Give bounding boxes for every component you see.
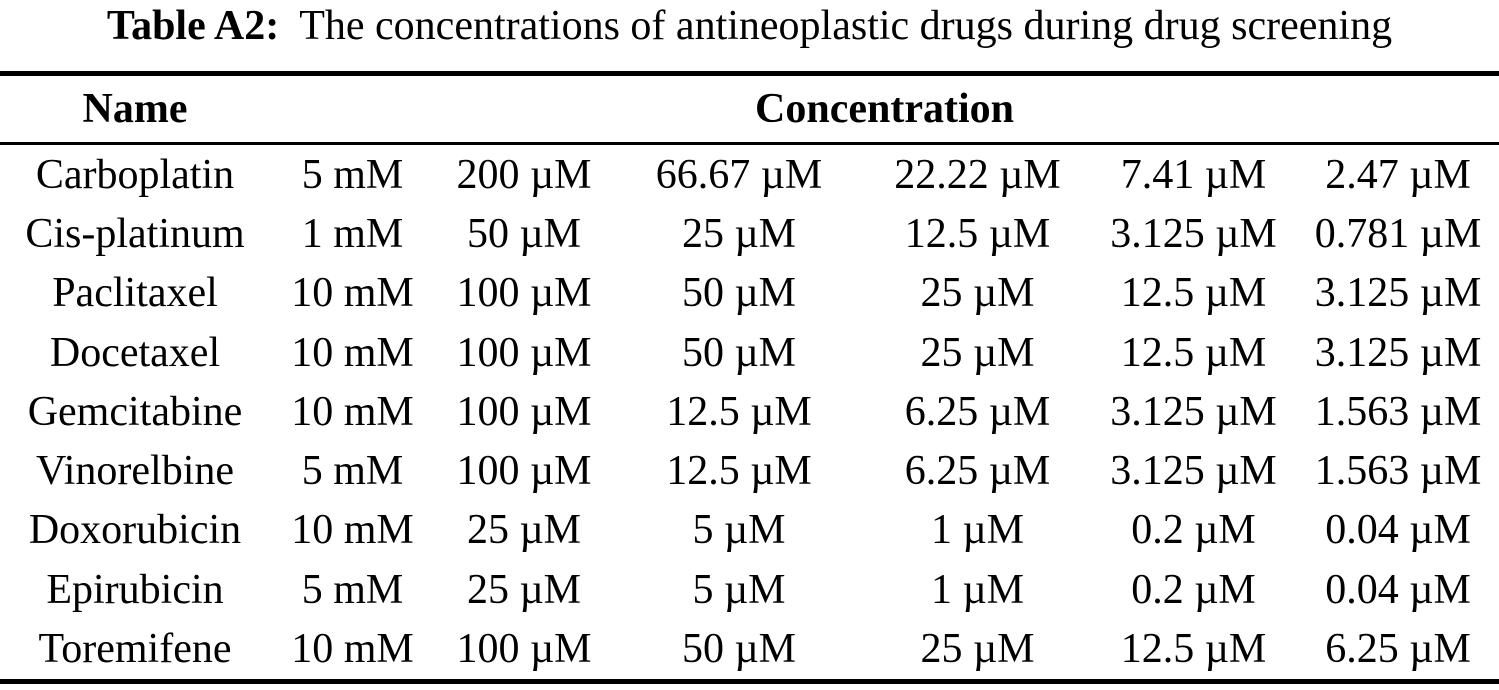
table-row: Paclitaxel 10 mM 100 µM 50 µM 25 µM 12.5… (0, 264, 1499, 323)
table-row: Carboplatin 5 mM 200 µM 66.67 µM 22.22 µ… (0, 144, 1499, 205)
concentration-cell: 0.2 µM (1131, 507, 1256, 554)
table-row: Gemcitabine 10 mM 100 µM 12.5 µM 6.25 µM… (0, 382, 1499, 441)
column-header-name: Name (0, 73, 270, 145)
concentration-cell: 0.04 µM (1325, 566, 1471, 613)
concentration-cell: 1 µM (930, 566, 1025, 613)
concentration-cell: 6.25 µM (904, 448, 1051, 495)
concentration-cell: 0.781 µM (1314, 210, 1482, 257)
concentration-cell: 66.67 µM (655, 151, 823, 198)
table-caption: Table A2: The concentrations of antineopl… (0, 0, 1499, 71)
concentration-cell: 1.563 µM (1314, 388, 1482, 435)
concentration-cell: 6.25 µM (904, 388, 1051, 435)
concentration-cell: 1 mM (301, 210, 404, 257)
concentration-cell: 10 mM (291, 388, 414, 435)
table-row: Epirubicin 5 mM 25 µM 5 µM 1 µM 0.2 µM 0… (0, 560, 1499, 619)
concentration-cell: 10 mM (291, 270, 414, 317)
concentration-cell: 25 µM (681, 210, 797, 257)
column-header-concentration: Concentration (270, 73, 1499, 145)
drug-name-cell: Vinorelbine (35, 448, 235, 495)
concentration-cell: 2.47 µM (1325, 151, 1471, 198)
drug-name-cell: Cis-platinum (25, 210, 245, 257)
concentration-cell: 5 µM (692, 566, 786, 613)
table-caption-label: Table A2: (106, 3, 280, 49)
concentration-cell: 5 µM (692, 507, 786, 554)
drug-name-cell: Carboplatin (35, 151, 235, 198)
concentration-cell: 1 µM (930, 507, 1025, 554)
concentration-table: Name Concentration Carboplatin 5 mM 200 … (0, 71, 1499, 684)
concentration-cell: 12.5 µM (1120, 329, 1267, 376)
concentration-cell: 100 µM (456, 388, 592, 435)
concentration-cell: 50 µM (681, 626, 797, 673)
concentration-cell: 10 mM (291, 329, 414, 376)
concentration-cell: 100 µM (456, 626, 592, 673)
concentration-cell: 50 µM (681, 329, 797, 376)
concentration-cell: 100 µM (456, 448, 592, 495)
concentration-cell: 50 µM (681, 270, 797, 317)
table-row: Vinorelbine 5 mM 100 µM 12.5 µM 6.25 µM … (0, 441, 1499, 500)
header-row: Name Concentration (0, 73, 1499, 145)
table-caption-text: The concentrations of antineoplastic dru… (299, 3, 1393, 49)
concentration-cell: 12.5 µM (904, 210, 1051, 257)
concentration-cell: 5 mM (301, 566, 404, 613)
concentration-cell: 7.41 µM (1120, 151, 1267, 198)
concentration-cell: 3.125 µM (1110, 210, 1277, 257)
concentration-cell: 3.125 µM (1314, 270, 1482, 317)
concentration-cell: 25 µM (920, 626, 1035, 673)
concentration-cell: 3.125 µM (1110, 388, 1277, 435)
concentration-cell: 25 µM (466, 566, 582, 613)
concentration-cell: 100 µM (456, 270, 592, 317)
concentration-cell: 12.5 µM (1120, 270, 1267, 317)
drug-name-cell: Gemcitabine (27, 388, 243, 435)
drug-name-cell: Paclitaxel (52, 270, 218, 317)
concentration-cell: 12.5 µM (666, 448, 812, 495)
table-row: Toremifene 10 mM 100 µM 50 µM 25 µM 12.5… (0, 619, 1499, 681)
concentration-cell: 12.5 µM (1120, 626, 1267, 673)
concentration-cell: 25 µM (920, 329, 1035, 376)
drug-name-cell: Doxorubicin (28, 507, 242, 554)
table-row: Cis-platinum 1 mM 50 µM 25 µM 12.5 µM 3.… (0, 204, 1499, 263)
concentration-cell: 10 mM (291, 626, 414, 673)
concentration-cell: 5 mM (301, 151, 404, 198)
concentration-cell: 5 mM (301, 448, 404, 495)
concentration-cell: 25 µM (920, 270, 1035, 317)
concentration-cell: 200 µM (456, 151, 592, 198)
drug-name-cell: Epirubicin (46, 566, 224, 613)
drug-name-cell: Toremifene (38, 626, 232, 673)
concentration-cell: 22.22 µM (894, 151, 1061, 198)
concentration-cell: 0.04 µM (1325, 507, 1471, 554)
concentration-cell: 12.5 µM (666, 388, 812, 435)
concentration-cell: 50 µM (466, 210, 582, 257)
concentration-cell: 1.563 µM (1314, 448, 1482, 495)
table-row: Doxorubicin 10 mM 25 µM 5 µM 1 µM 0.2 µM… (0, 501, 1499, 560)
concentration-cell: 25 µM (466, 507, 582, 554)
drug-name-cell: Docetaxel (49, 329, 221, 376)
table-body: Carboplatin 5 mM 200 µM 66.67 µM 22.22 µ… (0, 144, 1499, 682)
concentration-cell: 10 mM (291, 507, 414, 554)
concentration-cell: 3.125 µM (1314, 329, 1482, 376)
concentration-cell: 100 µM (456, 329, 592, 376)
table-row: Docetaxel 10 mM 100 µM 50 µM 25 µM 12.5 … (0, 323, 1499, 382)
concentration-cell: 6.25 µM (1325, 626, 1471, 673)
concentration-cell: 0.2 µM (1131, 566, 1256, 613)
concentration-cell: 3.125 µM (1110, 448, 1277, 495)
